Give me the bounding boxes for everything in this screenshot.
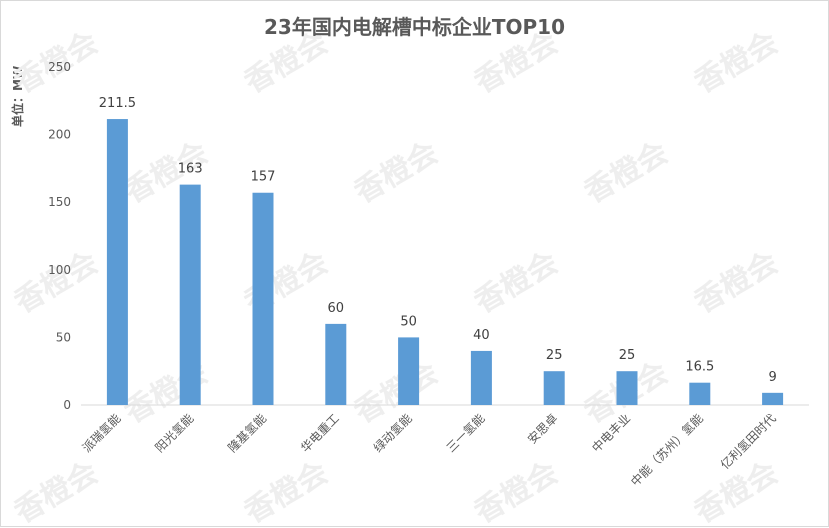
x-tick-label: 中能（苏州）氢能: [627, 411, 705, 489]
watermark-text: 香橙会: [9, 245, 104, 320]
bar: [689, 382, 711, 405]
x-tick-label: 华电重工: [298, 411, 342, 455]
watermark-text: 香橙会: [689, 245, 784, 320]
watermark-text: 香橙会: [349, 135, 444, 210]
y-tick-label: 0: [63, 398, 71, 412]
watermark-text: 香橙会: [689, 455, 784, 528]
data-label: 60: [328, 301, 345, 316]
y-tick-label: 250: [48, 60, 71, 74]
x-tick-label: 派瑞氢能: [79, 411, 124, 456]
data-label: 9: [768, 370, 776, 385]
watermark-text: 香橙会: [469, 25, 564, 100]
data-label: 25: [619, 348, 636, 363]
watermark-text: 香橙会: [9, 455, 104, 528]
bar: [398, 337, 420, 405]
watermark-text: 香橙会: [239, 25, 334, 100]
data-label: 50: [400, 314, 417, 329]
y-tick-label: 150: [48, 195, 71, 209]
watermark-text: 香橙会: [469, 245, 564, 320]
bar: [179, 184, 201, 405]
bar: [543, 371, 565, 405]
x-tick-label: 三一氢能: [443, 411, 488, 456]
data-label: 40: [473, 328, 490, 343]
bar: [616, 371, 638, 405]
bar: [252, 192, 274, 405]
data-label: 211.5: [99, 96, 136, 111]
data-label: 25: [546, 348, 563, 363]
chart-title: 23年国内电解槽中标企业TOP10: [264, 15, 565, 39]
y-tick-label: 200: [48, 128, 71, 142]
x-tick-label: 安思卓: [524, 411, 560, 447]
watermark-text: 香橙会: [469, 455, 564, 528]
watermark-text: 香橙会: [689, 25, 784, 100]
data-label: 157: [251, 170, 276, 185]
x-tick-label: 隆基氢能: [225, 411, 270, 456]
watermark-text: 香橙会: [579, 135, 674, 210]
watermark-text: 香橙会: [239, 455, 334, 528]
bar: [325, 323, 347, 405]
data-label: 163: [178, 162, 203, 177]
data-label: 16.5: [685, 360, 714, 375]
bar: [470, 350, 492, 405]
bar: [762, 392, 784, 405]
y-tick-label: 100: [48, 263, 71, 277]
y-tick-label: 50: [56, 330, 71, 344]
bar: [106, 119, 128, 405]
